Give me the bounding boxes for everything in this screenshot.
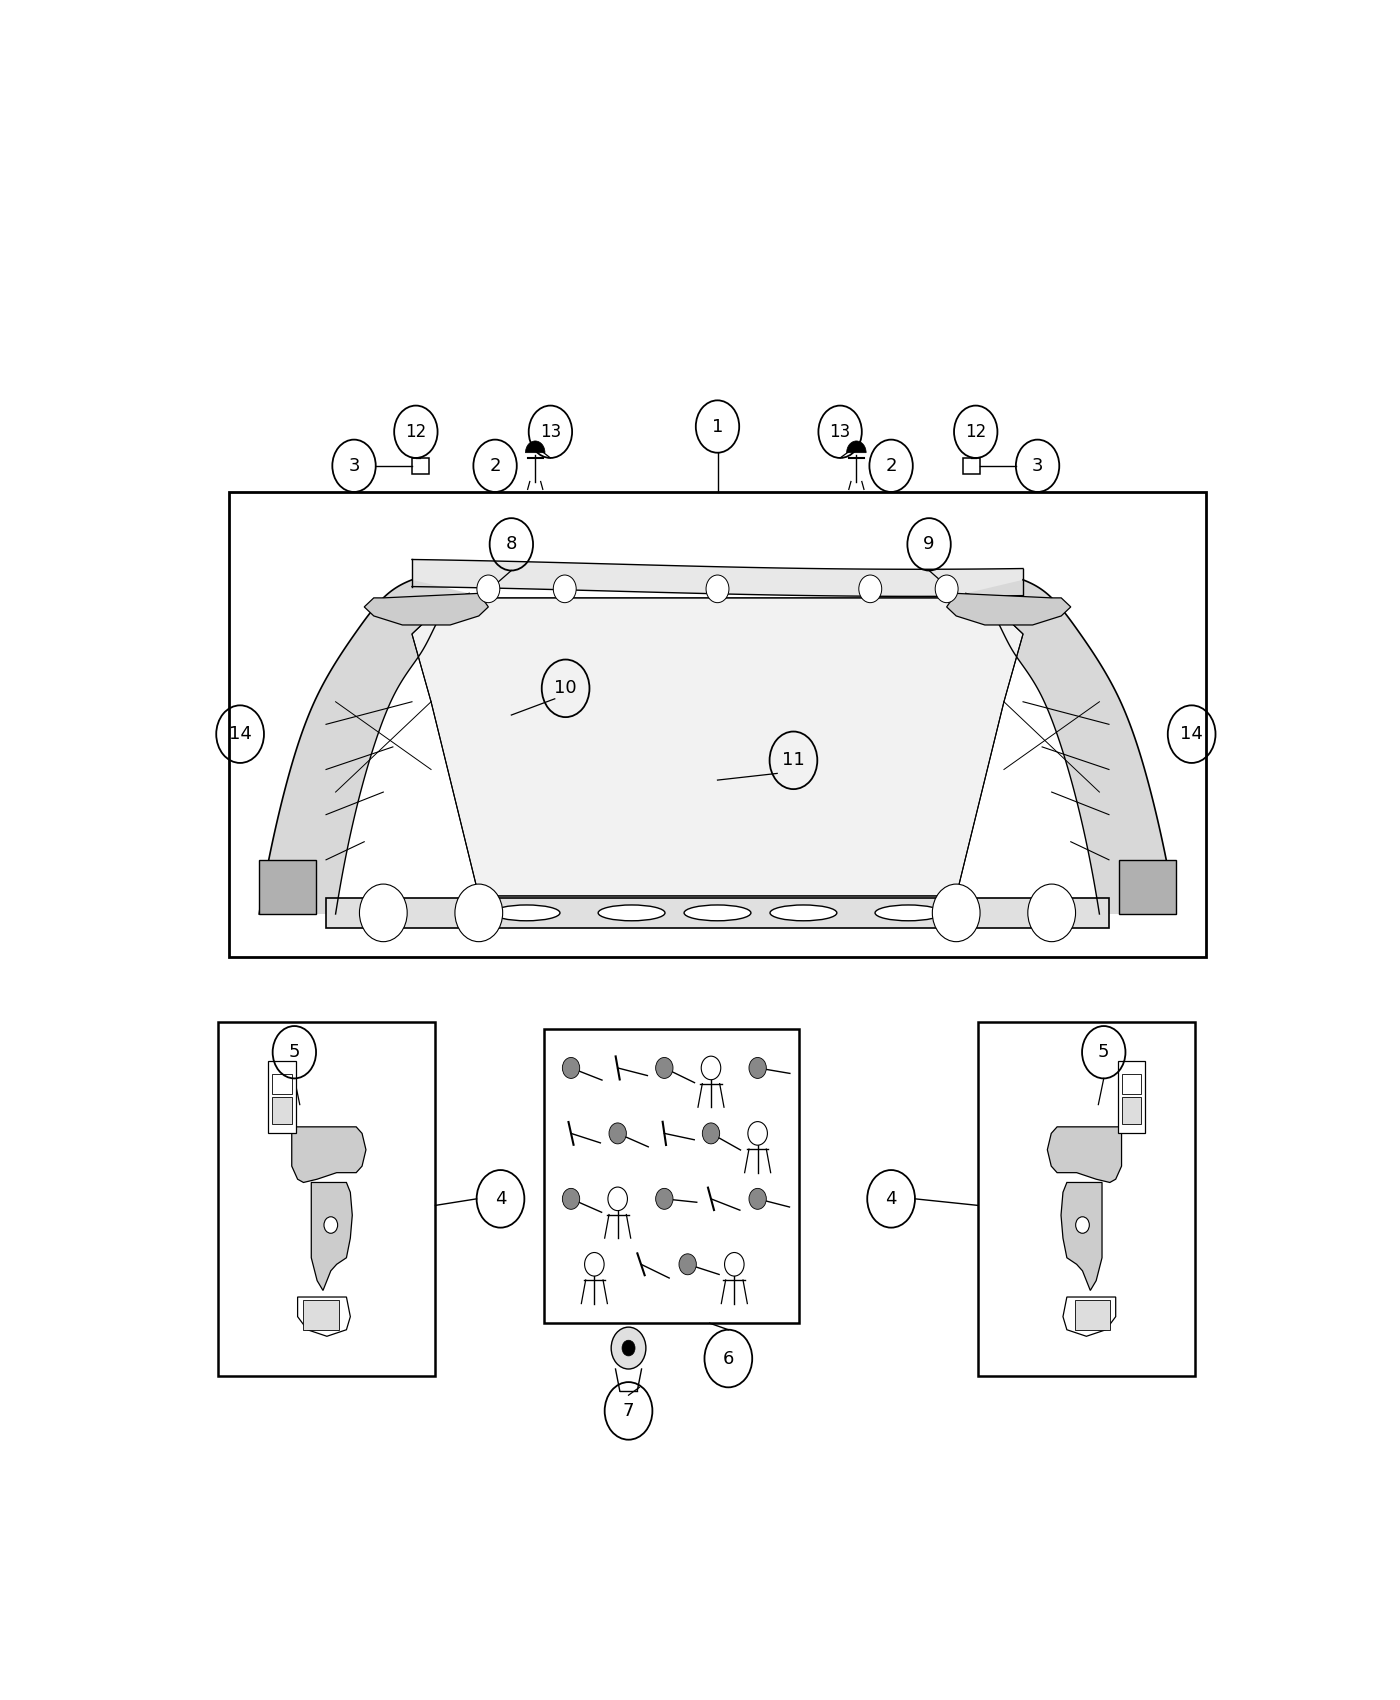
Text: 2: 2 xyxy=(490,457,501,474)
Text: 4: 4 xyxy=(494,1190,507,1207)
Bar xyxy=(1117,1061,1145,1134)
Bar xyxy=(545,1028,799,1323)
Polygon shape xyxy=(412,598,1023,896)
Circle shape xyxy=(703,1124,720,1144)
Text: 13: 13 xyxy=(829,423,851,440)
Ellipse shape xyxy=(770,904,837,921)
Wedge shape xyxy=(847,440,867,452)
Polygon shape xyxy=(1047,1127,1121,1183)
Text: 1: 1 xyxy=(711,418,724,435)
Polygon shape xyxy=(412,559,1023,597)
Circle shape xyxy=(609,1124,626,1144)
Bar xyxy=(272,1074,291,1095)
Bar xyxy=(963,457,980,474)
Bar xyxy=(218,1022,435,1375)
Polygon shape xyxy=(311,1183,353,1290)
Circle shape xyxy=(725,1253,743,1277)
Text: 4: 4 xyxy=(885,1190,897,1207)
Bar xyxy=(1119,860,1176,915)
Text: 14: 14 xyxy=(1180,726,1203,743)
Bar xyxy=(412,457,428,474)
Ellipse shape xyxy=(685,904,750,921)
Circle shape xyxy=(553,575,577,604)
Circle shape xyxy=(749,1057,766,1078)
Circle shape xyxy=(858,575,882,604)
Circle shape xyxy=(585,1253,605,1277)
Ellipse shape xyxy=(493,904,560,921)
Circle shape xyxy=(563,1057,580,1078)
Ellipse shape xyxy=(875,904,942,921)
Bar xyxy=(269,1061,295,1134)
Circle shape xyxy=(748,1122,767,1146)
Circle shape xyxy=(1028,884,1075,942)
Circle shape xyxy=(701,1056,721,1080)
Text: 10: 10 xyxy=(554,680,577,697)
Circle shape xyxy=(612,1328,645,1368)
Bar xyxy=(1121,1074,1141,1095)
Circle shape xyxy=(1075,1217,1089,1232)
Text: 7: 7 xyxy=(623,1402,634,1420)
Bar xyxy=(272,1098,291,1124)
Circle shape xyxy=(655,1057,673,1078)
Text: 2: 2 xyxy=(885,457,897,474)
Circle shape xyxy=(932,884,980,942)
Circle shape xyxy=(455,884,503,942)
Polygon shape xyxy=(291,1127,365,1183)
Text: 12: 12 xyxy=(965,423,987,440)
Text: 8: 8 xyxy=(505,536,517,552)
Bar xyxy=(326,898,1109,928)
Text: 3: 3 xyxy=(349,457,360,474)
Text: 12: 12 xyxy=(405,423,427,440)
Circle shape xyxy=(360,884,407,942)
Polygon shape xyxy=(298,1297,350,1336)
Polygon shape xyxy=(966,580,1176,915)
Bar xyxy=(977,1022,1194,1375)
Text: 14: 14 xyxy=(228,726,252,743)
Polygon shape xyxy=(1063,1297,1116,1336)
Circle shape xyxy=(679,1255,696,1275)
Wedge shape xyxy=(525,440,545,452)
Text: 3: 3 xyxy=(1032,457,1043,474)
Bar xyxy=(304,1300,339,1329)
Circle shape xyxy=(323,1217,337,1232)
Circle shape xyxy=(563,1188,580,1209)
Circle shape xyxy=(622,1340,636,1357)
Polygon shape xyxy=(1061,1183,1102,1290)
Text: 11: 11 xyxy=(783,751,805,770)
Circle shape xyxy=(706,575,729,604)
Text: 5: 5 xyxy=(1098,1044,1110,1061)
Polygon shape xyxy=(364,593,489,626)
Circle shape xyxy=(935,575,958,604)
Circle shape xyxy=(608,1187,627,1210)
Bar xyxy=(230,491,1205,957)
Text: 5: 5 xyxy=(288,1044,300,1061)
Circle shape xyxy=(655,1188,673,1209)
Circle shape xyxy=(749,1188,766,1209)
Ellipse shape xyxy=(598,904,665,921)
Text: 9: 9 xyxy=(924,536,935,552)
Polygon shape xyxy=(259,580,469,915)
Bar xyxy=(259,860,316,915)
Circle shape xyxy=(477,575,500,604)
Bar xyxy=(1075,1300,1110,1329)
Bar xyxy=(1121,1098,1141,1124)
Text: 13: 13 xyxy=(540,423,561,440)
Text: 6: 6 xyxy=(722,1350,734,1367)
Polygon shape xyxy=(946,593,1071,626)
